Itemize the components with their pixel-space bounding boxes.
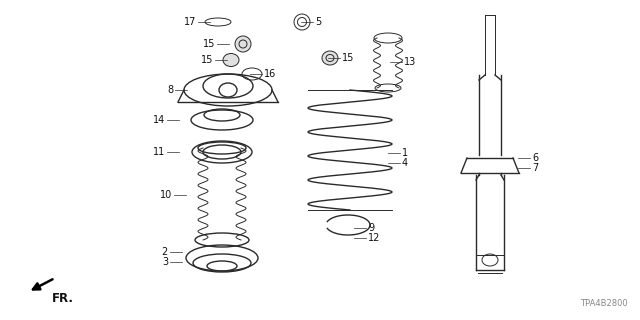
Text: 13: 13	[404, 57, 416, 67]
Ellipse shape	[223, 53, 239, 67]
Text: 5: 5	[315, 17, 321, 27]
Text: 3: 3	[162, 257, 168, 267]
Text: 14: 14	[153, 115, 165, 125]
Ellipse shape	[235, 36, 251, 52]
Ellipse shape	[239, 40, 247, 48]
Text: 10: 10	[160, 190, 172, 200]
Text: 16: 16	[264, 69, 276, 79]
Ellipse shape	[326, 54, 334, 61]
Text: 6: 6	[532, 153, 538, 163]
Text: 17: 17	[184, 17, 196, 27]
Text: 15: 15	[342, 53, 355, 63]
Text: 15: 15	[203, 39, 215, 49]
Text: FR.: FR.	[52, 292, 74, 305]
Text: 11: 11	[153, 147, 165, 157]
Text: 1: 1	[402, 148, 408, 158]
Text: 8: 8	[167, 85, 173, 95]
Text: 4: 4	[402, 158, 408, 168]
Ellipse shape	[322, 51, 338, 65]
Text: 12: 12	[368, 233, 380, 243]
Text: 2: 2	[162, 247, 168, 257]
Text: 7: 7	[532, 163, 538, 173]
Text: 15: 15	[200, 55, 213, 65]
Text: 9: 9	[368, 223, 374, 233]
Text: TPA4B2800: TPA4B2800	[580, 299, 628, 308]
